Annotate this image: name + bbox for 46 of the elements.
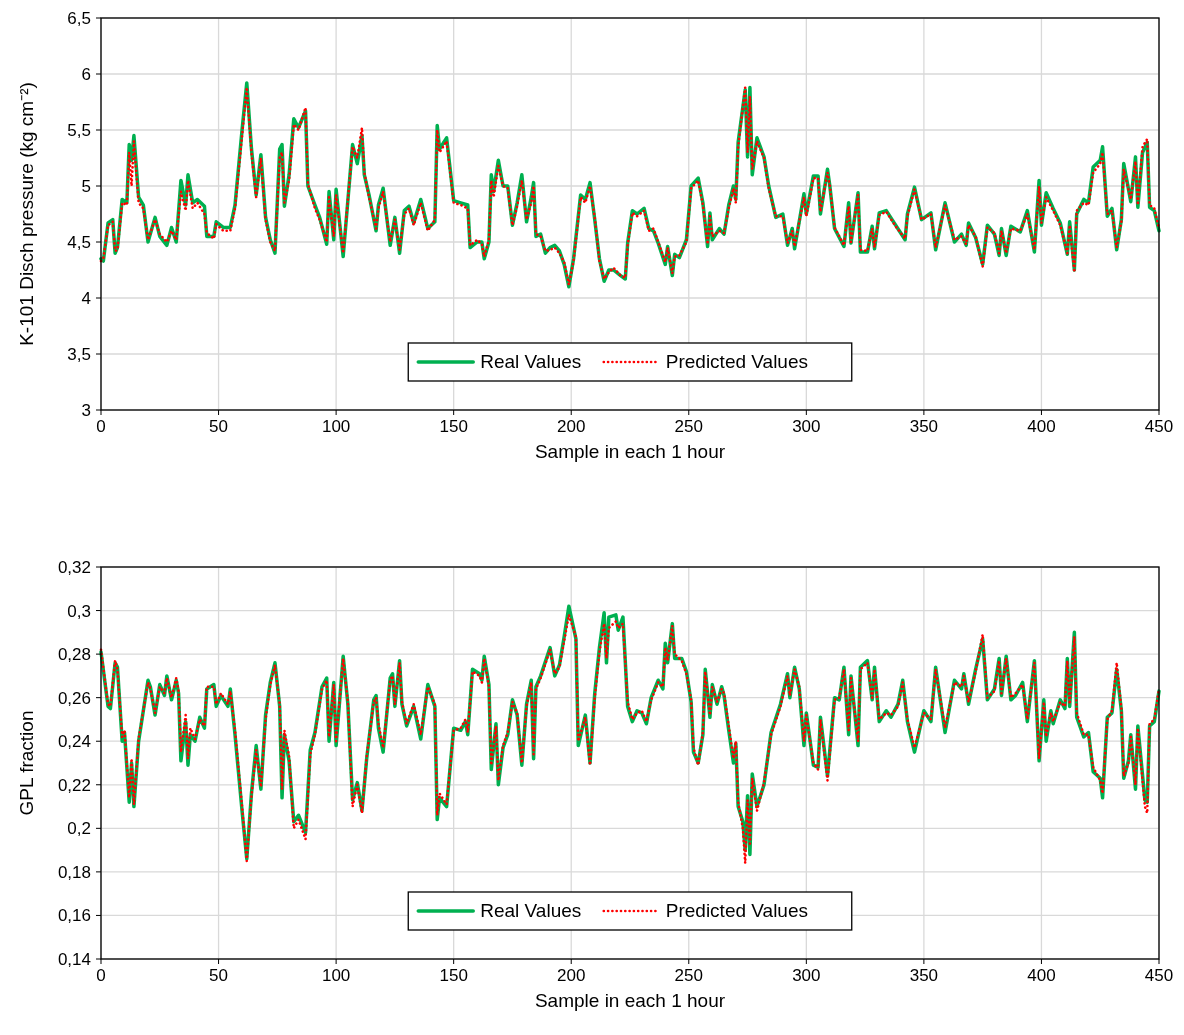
y-tick-label: 6 [81,65,91,84]
x-tick-label: 150 [439,417,468,436]
x-tick-label: 150 [439,966,468,985]
x-tick-label: 50 [209,966,229,985]
y-axis-title: K-101 Disch pressure (kg cm⁻²) [16,82,37,346]
x-tick-label: 400 [1027,417,1056,436]
legend-label: Real Values [480,900,582,921]
x-tick-label: 450 [1144,417,1174,436]
x-axis-title: Sample in each 1 hour [534,990,726,1011]
x-tick-label: 200 [557,417,586,436]
x-tick-label: 400 [1027,966,1056,985]
y-tick-label: 0,2 [67,819,91,839]
x-axis-title: Sample in each 1 hour [534,441,726,462]
y-tick-label: 0,24 [57,732,91,752]
legend-label: Predicted Values [665,900,808,921]
y-tick-label: 0,16 [57,906,91,926]
x-tick-label: 100 [321,417,351,436]
x-tick-label: 250 [674,417,703,436]
y-tick-label: 5 [81,177,91,196]
y-tick-label: 0,22 [57,775,91,795]
x-tick-label: 0 [96,417,106,436]
x-tick-label: 200 [557,966,586,985]
x-tick-label: 0 [96,966,106,985]
y-tick-label: 5,5 [67,121,91,140]
y-tick-label: 4 [81,289,91,308]
y-tick-label: 0,26 [57,688,91,708]
y-tick-label: 4,5 [67,233,91,252]
x-tick-label: 350 [909,966,939,985]
x-tick-label: 300 [792,966,821,985]
legend-label: Real Values [480,351,582,372]
x-tick-label: 450 [1144,966,1174,985]
y-tick-label: 3 [81,401,91,420]
x-tick-label: 350 [909,417,939,436]
y-tick-label: 3,5 [67,345,91,364]
x-tick-label: 50 [209,417,229,436]
y-tick-label: 0,18 [57,862,91,882]
x-tick-label: 100 [321,966,351,985]
x-tick-label: 250 [674,966,703,985]
legend-label: Predicted Values [665,351,808,372]
y-tick-label: 0,32 [57,558,91,577]
y-tick-label: 0,28 [57,645,91,665]
y-tick-label: 0,3 [67,601,91,621]
y-axis-title: GPL fraction [16,710,37,816]
y-tick-label: 6,5 [67,9,91,28]
x-tick-label: 300 [792,417,821,436]
y-tick-label: 0,14 [57,950,91,969]
